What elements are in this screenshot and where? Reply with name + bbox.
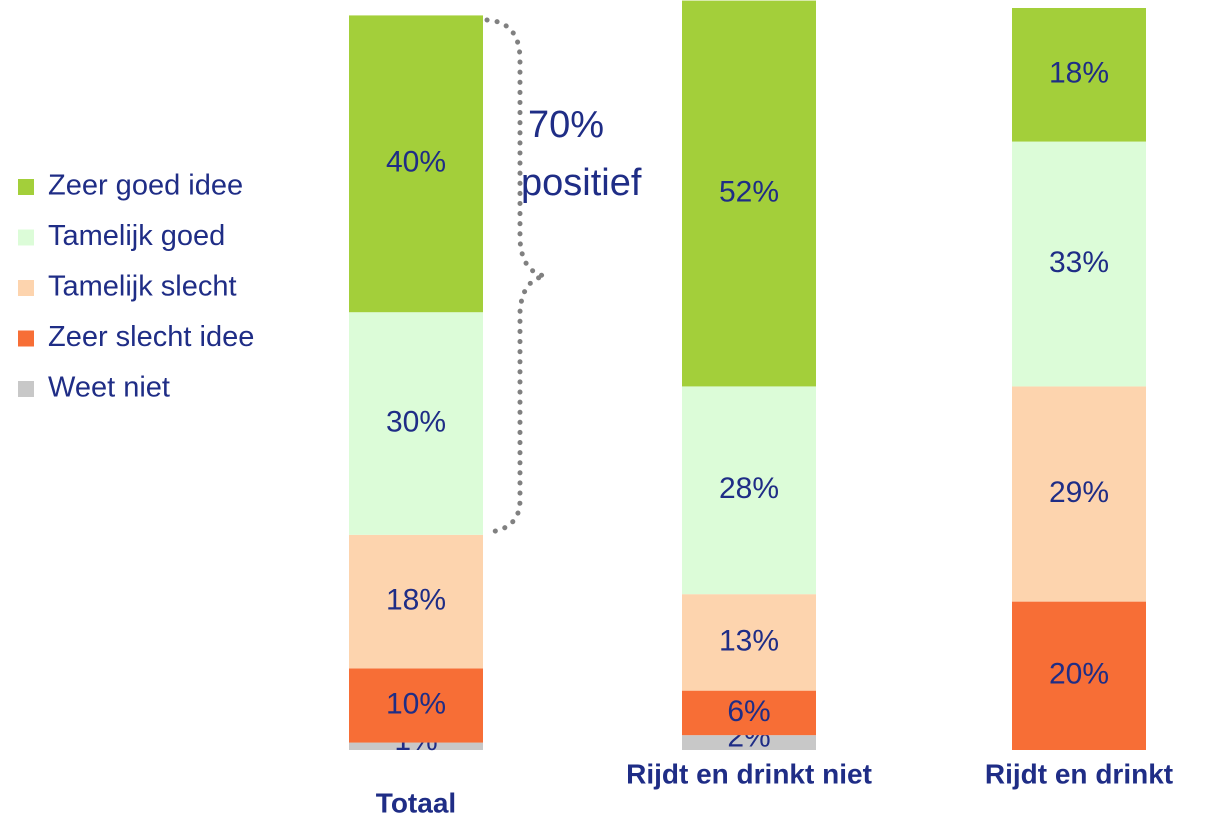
bar-segment bbox=[1012, 8, 1146, 142]
data-label: 28% bbox=[719, 472, 779, 505]
data-label: 13% bbox=[719, 624, 779, 657]
legend-label: Zeer goed idee bbox=[48, 170, 243, 202]
x-tick-label: Totaal bbox=[376, 787, 456, 818]
legend-label: Tamelijk goed bbox=[48, 220, 225, 252]
legend-swatch bbox=[18, 179, 34, 195]
annotation: 70% bbox=[528, 104, 604, 146]
bar-segment bbox=[349, 668, 483, 743]
data-label: 18% bbox=[1049, 57, 1109, 90]
legend-label: Weet niet bbox=[48, 372, 170, 404]
legend-label: Tamelijk slecht bbox=[48, 271, 237, 303]
bar-segment bbox=[682, 690, 816, 736]
data-label: 33% bbox=[1049, 246, 1109, 279]
data-label: 18% bbox=[386, 584, 446, 617]
legend-swatch bbox=[18, 280, 34, 296]
data-label: 29% bbox=[1049, 476, 1109, 509]
bar-segment bbox=[682, 594, 816, 691]
bar-segment bbox=[682, 386, 816, 595]
data-label: 10% bbox=[386, 687, 446, 720]
bar-segment bbox=[1012, 386, 1146, 602]
legend-label: Zeer slecht idee bbox=[48, 321, 254, 353]
bar-segment bbox=[349, 742, 483, 750]
data-label: 30% bbox=[386, 405, 446, 438]
x-tick-label: Rijdt en drinkt bbox=[985, 758, 1173, 789]
bar-segment bbox=[349, 534, 483, 669]
legend-swatch bbox=[18, 330, 34, 347]
bar-segment bbox=[682, 735, 816, 750]
bar-segment bbox=[1012, 141, 1146, 387]
data-label: 6% bbox=[727, 695, 770, 728]
annotation: positief bbox=[521, 162, 642, 204]
bar-segment bbox=[349, 15, 483, 313]
bar-segment bbox=[682, 0, 816, 387]
data-label: 52% bbox=[719, 175, 779, 208]
legend-swatch bbox=[18, 229, 34, 246]
bar-segment bbox=[349, 312, 483, 535]
bracket bbox=[484, 17, 546, 535]
legend-swatch bbox=[18, 381, 34, 397]
bar-segment bbox=[1012, 601, 1146, 750]
x-tick-label: Rijdt en drinkt niet bbox=[626, 758, 872, 789]
data-label: 40% bbox=[386, 146, 446, 179]
data-label: 20% bbox=[1049, 658, 1109, 691]
